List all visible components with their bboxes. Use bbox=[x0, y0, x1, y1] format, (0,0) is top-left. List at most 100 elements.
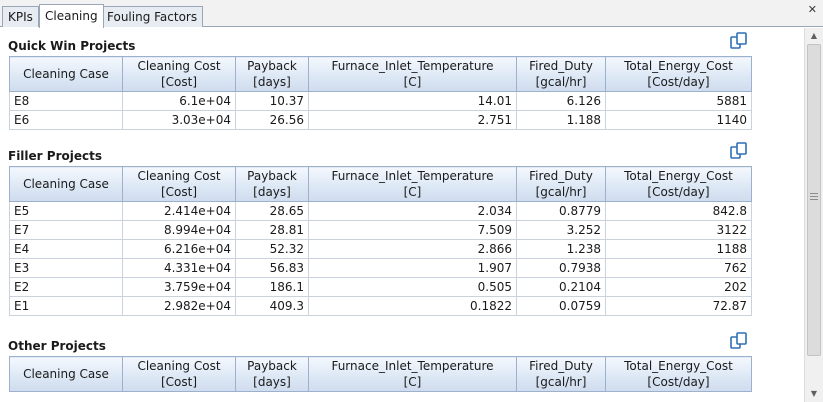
column-header-label: Payback bbox=[247, 359, 297, 373]
table-row[interactable]: E1 2.982e+04 409.3 0.1822 0.0759 72.87 bbox=[9, 296, 752, 316]
scroll-up-icon[interactable]: ▲ bbox=[810, 31, 818, 40]
table-cell: 6.1e+04 bbox=[122, 91, 236, 111]
table-row[interactable]: E2 3.759e+04 186.1 0.505 0.2104 202 bbox=[9, 277, 752, 297]
table-cell: 3122 bbox=[605, 220, 752, 240]
other-table: Cleaning Case Cleaning Cost [Cost] Payback [… bbox=[9, 356, 752, 392]
column-header[interactable]: Total_Energy_Cost [Cost/day] bbox=[605, 356, 752, 392]
column-header-unit: [C] bbox=[403, 75, 422, 89]
column-header[interactable]: Furnace_Inlet_Temperature [C] bbox=[308, 56, 517, 92]
column-header[interactable]: Fired_Duty [gcal/hr] bbox=[516, 356, 606, 392]
column-header[interactable]: Furnace_Inlet_Temperature [C] bbox=[308, 356, 517, 392]
column-header-label: Payback bbox=[247, 169, 297, 183]
column-header-unit: [days] bbox=[253, 75, 291, 89]
column-header-unit: [gcal/hr] bbox=[535, 375, 587, 389]
table-cell: 56.83 bbox=[235, 258, 309, 278]
column-header[interactable]: Payback [days] bbox=[235, 56, 309, 92]
table-cell: 28.65 bbox=[235, 201, 309, 221]
column-header-unit: [gcal/hr] bbox=[535, 185, 587, 199]
table-cell: 0.2104 bbox=[516, 277, 606, 297]
table-cell: 3.03e+04 bbox=[122, 110, 236, 130]
table-row[interactable]: E8 6.1e+04 10.37 14.01 6.126 5881 bbox=[9, 91, 752, 111]
column-header-label: Furnace_Inlet_Temperature bbox=[331, 169, 494, 183]
table-cell: 0.7938 bbox=[516, 258, 606, 278]
table-cell: 5881 bbox=[605, 91, 752, 111]
column-header[interactable]: Payback [days] bbox=[235, 166, 309, 202]
column-header[interactable]: Total_Energy_Cost [Cost/day] bbox=[605, 166, 752, 202]
column-header[interactable]: Fired_Duty [gcal/hr] bbox=[516, 56, 606, 92]
cleaning-case-cell: E2 bbox=[9, 277, 123, 297]
table-cell: 3.252 bbox=[516, 220, 606, 240]
table-row[interactable]: E4 6.216e+04 52.32 2.866 1.238 1188 bbox=[9, 239, 752, 259]
quick-win-table: Cleaning Case Cleaning Cost [Cost] Payback [… bbox=[9, 56, 752, 130]
tab-bar: KPIs Cleaning Fouling Factors ✕ bbox=[0, 0, 823, 28]
cleaning-content: Quick Win Projects Cleaning Case Cleaning… bbox=[0, 28, 804, 402]
column-header-label: Payback bbox=[247, 59, 297, 73]
column-header[interactable]: Total_Energy_Cost [Cost/day] bbox=[605, 56, 752, 92]
section-title: Quick Win Projects bbox=[8, 39, 136, 53]
column-header-label: Cleaning Case bbox=[23, 67, 109, 81]
header-row: Cleaning Case Cleaning Cost [Cost] Payback [… bbox=[9, 166, 752, 202]
column-header[interactable]: Fired_Duty [gcal/hr] bbox=[516, 166, 606, 202]
close-icon[interactable]: ✕ bbox=[807, 3, 817, 16]
copy-icon[interactable] bbox=[729, 141, 749, 161]
table-cell: 409.3 bbox=[235, 296, 309, 316]
table-cell: 3.759e+04 bbox=[122, 277, 236, 297]
section-title: Filler Projects bbox=[8, 149, 102, 163]
table-cell: 8.994e+04 bbox=[122, 220, 236, 240]
table-cell: 6.126 bbox=[516, 91, 606, 111]
table-cell: 762 bbox=[605, 258, 752, 278]
table-header: Cleaning Case Cleaning Cost [Cost] Payback [… bbox=[9, 56, 752, 92]
column-header-label: Cleaning Cost bbox=[137, 59, 221, 73]
tab-cleaning[interactable]: Cleaning bbox=[39, 4, 104, 28]
tab-fouling-factors[interactable]: Fouling Factors bbox=[101, 6, 204, 27]
table-row[interactable]: E3 4.331e+04 56.83 1.907 0.7938 762 bbox=[9, 258, 752, 278]
section-title: Other Projects bbox=[8, 339, 106, 353]
column-header[interactable]: Cleaning Cost [Cost] bbox=[122, 56, 236, 92]
column-header[interactable]: Furnace_Inlet_Temperature [C] bbox=[308, 166, 517, 202]
table-cell: 72.87 bbox=[605, 296, 752, 316]
copy-icon[interactable] bbox=[729, 31, 749, 51]
column-header-label: Furnace_Inlet_Temperature bbox=[331, 59, 494, 73]
column-header-label: Cleaning Cost bbox=[137, 359, 221, 373]
grip-icon bbox=[810, 193, 818, 202]
column-header-label: Total_Energy_Cost bbox=[624, 59, 733, 73]
table-cell: 1188 bbox=[605, 239, 752, 259]
column-header[interactable]: Cleaning Case bbox=[9, 356, 123, 392]
table-cell: 1.238 bbox=[516, 239, 606, 259]
cleaning-case-cell: E7 bbox=[9, 220, 123, 240]
column-header[interactable]: Cleaning Cost [Cost] bbox=[122, 166, 236, 202]
table-header: Cleaning Case Cleaning Cost [Cost] Payback [… bbox=[9, 356, 752, 392]
column-header[interactable]: Cleaning Case bbox=[9, 56, 123, 92]
column-header-label: Fired_Duty bbox=[529, 169, 593, 183]
column-header-unit: [Cost/day] bbox=[647, 375, 710, 389]
cleaning-case-cell: E1 bbox=[9, 296, 123, 316]
cleaning-case-cell: E4 bbox=[9, 239, 123, 259]
table-row[interactable]: E6 3.03e+04 26.56 2.751 1.188 1140 bbox=[9, 110, 752, 130]
scrollbar-thumb[interactable] bbox=[807, 44, 821, 356]
column-header-label: Fired_Duty bbox=[529, 359, 593, 373]
tab-kpis[interactable]: KPIs bbox=[2, 6, 39, 27]
column-header[interactable]: Payback [days] bbox=[235, 356, 309, 392]
table-cell: 1.907 bbox=[308, 258, 517, 278]
scroll-down-icon[interactable]: ▼ bbox=[810, 389, 818, 398]
table-header: Cleaning Case Cleaning Cost [Cost] Payback [… bbox=[9, 166, 752, 202]
column-header-unit: [days] bbox=[253, 375, 291, 389]
column-header-unit: [Cost] bbox=[160, 375, 198, 389]
table-cell: 2.414e+04 bbox=[122, 201, 236, 221]
table-cell: 2.982e+04 bbox=[122, 296, 236, 316]
column-header[interactable]: Cleaning Case bbox=[9, 166, 123, 202]
table-cell: 186.1 bbox=[235, 277, 309, 297]
table-row[interactable]: E5 2.414e+04 28.65 2.034 0.8779 842.8 bbox=[9, 201, 752, 221]
copy-icon[interactable] bbox=[729, 331, 749, 351]
table-cell: 0.1822 bbox=[308, 296, 517, 316]
table-cell: 6.216e+04 bbox=[122, 239, 236, 259]
column-header[interactable]: Cleaning Cost [Cost] bbox=[122, 356, 236, 392]
table-cell: 4.331e+04 bbox=[122, 258, 236, 278]
vertical-scrollbar[interactable]: ▲ ▼ bbox=[804, 28, 823, 402]
column-header-label: Furnace_Inlet_Temperature bbox=[331, 359, 494, 373]
column-header-label: Cleaning Case bbox=[23, 367, 109, 381]
cleaning-case-cell: E8 bbox=[9, 91, 123, 111]
table-row[interactable]: E7 8.994e+04 28.81 7.509 3.252 3122 bbox=[9, 220, 752, 240]
column-header-label: Total_Energy_Cost bbox=[624, 169, 733, 183]
table-cell: 7.509 bbox=[308, 220, 517, 240]
